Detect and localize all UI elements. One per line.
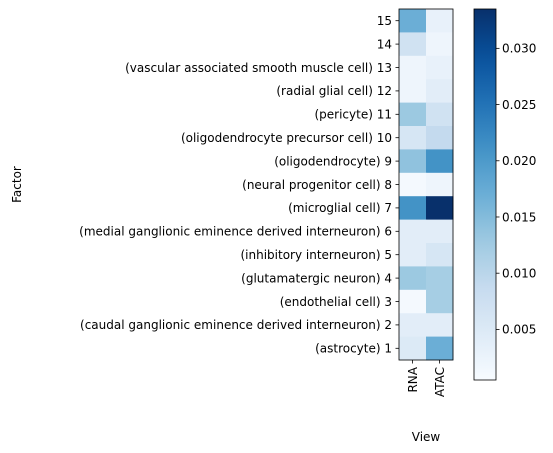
- heatmap-cell: [399, 336, 427, 361]
- heatmap-cell: [426, 55, 454, 80]
- x-axis-title: View: [412, 430, 441, 444]
- heatmap-cell: [399, 126, 427, 150]
- heatmap-cell: [426, 9, 454, 33]
- heatmap-cell: [399, 149, 427, 174]
- heatmap-cell: [399, 196, 427, 220]
- heatmap-cell: [399, 172, 427, 197]
- colorbar-tick-label: 0.025: [502, 98, 536, 112]
- heatmap-cell: [399, 79, 427, 103]
- x-tick-label: RNA: [406, 366, 420, 392]
- y-tick-label: (oligodendrocyte precursor cell) 10: [181, 131, 392, 145]
- y-tick-label: (oligodendrocyte) 9: [274, 154, 392, 168]
- y-tick-label: (medial ganglionic eminence derived inte…: [79, 225, 392, 239]
- y-tick-label: (neural progenitor cell) 8: [242, 178, 392, 192]
- colorbar-tick-label: 0.020: [502, 154, 536, 168]
- colorbar-tick-label: 0.015: [502, 210, 536, 224]
- colorbar-tick-label: 0.030: [502, 42, 536, 56]
- heatmap-cell: [399, 289, 427, 314]
- y-axis-title: Factor: [10, 166, 24, 203]
- heatmap-cell: [426, 219, 454, 244]
- heatmap-cell: [426, 336, 454, 361]
- y-tick-label: (microglial cell) 7: [288, 201, 392, 215]
- heatmap-cell: [399, 32, 427, 57]
- y-tick-label: (endothelial cell) 3: [280, 295, 392, 309]
- heatmap-cell: [426, 243, 454, 267]
- y-tick-label: (vascular associated smooth muscle cell)…: [125, 61, 392, 75]
- y-tick-label: (glutamatergic neuron) 4: [241, 271, 392, 285]
- x-axis-ticks: RNA ATAC: [406, 360, 447, 397]
- heatmap-cell: [426, 32, 454, 57]
- colorbar-tick-label: 0.010: [502, 266, 536, 280]
- y-tick-label: (inhibitory interneuron) 5: [241, 248, 393, 262]
- heatmap-cell: [399, 243, 427, 267]
- heatmap-cell: [426, 102, 454, 127]
- y-tick-label: 15: [377, 14, 392, 28]
- colorbar-ticks: 0.005 0.010 0.015 0.020 0.025 0.030: [496, 42, 536, 337]
- heatmap-cell: [426, 149, 454, 174]
- heatmap-cell: [399, 266, 427, 291]
- y-tick-label: (astrocyte) 1: [315, 342, 392, 356]
- colorbar-tick-label: 0.005: [502, 323, 536, 337]
- colorbar: [473, 8, 497, 381]
- heatmap-cell: [426, 172, 454, 197]
- heatmap-cell: [426, 289, 454, 314]
- heatmap-cell: [399, 219, 427, 244]
- heatmap-cells: [399, 9, 454, 361]
- x-tick-label: ATAC: [433, 367, 447, 397]
- heatmap-cell: [426, 79, 454, 103]
- heatmap-cell: [399, 9, 427, 33]
- y-axis-ticks: 15 14 (vascular associated smooth muscle c…: [79, 14, 399, 356]
- heatmap-cell: [399, 313, 427, 337]
- heatmap-cell: [399, 55, 427, 80]
- heatmap-cell: [426, 266, 454, 291]
- y-tick-label: 14: [377, 37, 392, 51]
- heatmap-cell: [426, 313, 454, 337]
- y-tick-label: (pericyte) 11: [314, 108, 392, 122]
- heatmap-cell: [426, 126, 454, 150]
- heatmap-cell: [426, 196, 454, 220]
- heatmap-cell: [399, 102, 427, 127]
- y-tick-label: (radial glial cell) 12: [276, 84, 392, 98]
- y-tick-label: (caudal ganglionic eminence derived inte…: [80, 318, 392, 332]
